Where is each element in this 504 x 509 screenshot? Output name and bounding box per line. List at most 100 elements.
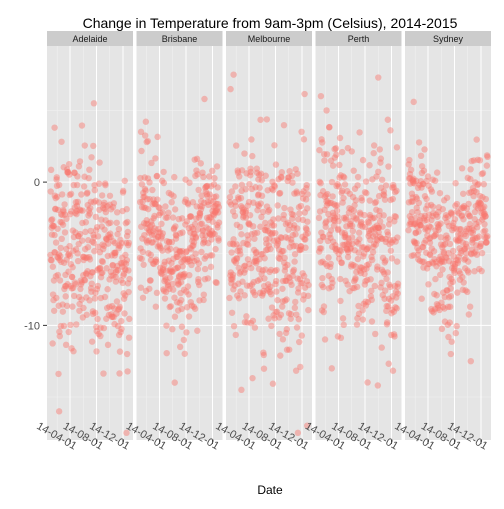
data-point	[81, 277, 89, 284]
data-point	[445, 294, 453, 301]
data-point	[476, 199, 483, 206]
data-point	[411, 240, 419, 247]
data-point	[149, 201, 156, 208]
data-point	[270, 312, 277, 319]
data-point	[100, 201, 107, 209]
data-point	[179, 263, 186, 270]
data-point	[429, 203, 437, 210]
data-point	[355, 302, 362, 310]
data-point	[353, 216, 360, 223]
data-point	[198, 197, 205, 205]
data-point	[478, 209, 485, 216]
data-point	[260, 365, 268, 372]
data-point	[211, 202, 219, 210]
data-point	[233, 142, 240, 149]
data-point	[76, 206, 83, 213]
data-point	[213, 193, 220, 200]
data-point	[250, 258, 258, 265]
data-point	[137, 284, 145, 291]
data-point	[466, 189, 473, 197]
data-point	[329, 162, 337, 169]
data-point	[358, 244, 366, 251]
data-point	[375, 74, 382, 81]
data-point	[106, 303, 113, 310]
data-point	[209, 207, 216, 215]
data-point	[433, 292, 440, 299]
data-point	[72, 246, 80, 253]
data-point	[113, 298, 121, 305]
data-point	[184, 199, 191, 207]
data-point	[119, 279, 126, 287]
data-point	[319, 258, 326, 265]
data-point	[413, 177, 420, 185]
data-point	[378, 235, 385, 242]
data-point	[95, 243, 102, 251]
data-point	[443, 287, 450, 294]
data-point	[150, 260, 158, 268]
data-point	[56, 256, 63, 264]
data-point	[345, 239, 353, 246]
data-point	[204, 239, 212, 247]
data-point	[76, 300, 83, 308]
data-point	[294, 429, 302, 437]
data-point	[157, 269, 165, 277]
data-point	[189, 242, 196, 249]
data-point	[68, 208, 75, 215]
data-point	[52, 205, 59, 212]
data-point	[415, 256, 422, 263]
data-point	[268, 304, 276, 311]
data-point	[77, 285, 84, 293]
data-point	[62, 341, 70, 349]
data-point	[433, 263, 440, 270]
data-point	[106, 201, 113, 208]
data-point	[461, 245, 469, 252]
data-point	[197, 206, 205, 213]
data-point	[384, 269, 391, 276]
data-point	[277, 234, 284, 241]
data-point	[257, 200, 264, 207]
data-point	[483, 234, 490, 241]
data-point	[125, 267, 132, 274]
data-point	[254, 192, 262, 199]
data-point	[474, 201, 482, 208]
data-point	[143, 217, 150, 224]
data-point	[467, 166, 474, 173]
data-point	[304, 205, 311, 212]
data-point	[468, 157, 475, 165]
data-point	[481, 210, 488, 217]
data-point	[239, 204, 246, 211]
data-point	[420, 264, 427, 271]
data-point	[148, 239, 155, 246]
data-point	[330, 222, 338, 229]
data-point	[453, 208, 461, 215]
data-point	[261, 219, 269, 227]
data-point	[58, 219, 66, 226]
data-point	[144, 137, 151, 145]
data-point	[288, 210, 296, 218]
data-point	[88, 338, 96, 345]
data-point	[298, 128, 305, 136]
data-point	[78, 279, 85, 286]
data-point	[425, 211, 433, 218]
data-point	[98, 223, 105, 230]
data-point	[316, 178, 323, 186]
data-point	[62, 283, 69, 290]
data-point	[386, 281, 393, 288]
data-point	[175, 272, 183, 280]
data-point	[52, 273, 60, 280]
data-point	[466, 212, 473, 219]
data-point	[371, 224, 378, 231]
data-point	[124, 218, 131, 226]
data-point	[468, 250, 475, 258]
data-point	[54, 253, 61, 261]
data-point	[141, 174, 148, 181]
data-point	[351, 185, 359, 192]
data-point	[140, 204, 148, 211]
data-point	[262, 236, 270, 243]
data-point	[366, 162, 373, 169]
data-point	[288, 239, 295, 246]
data-point	[299, 279, 306, 287]
data-point	[143, 237, 150, 244]
data-point	[363, 261, 371, 269]
data-point	[451, 265, 458, 272]
